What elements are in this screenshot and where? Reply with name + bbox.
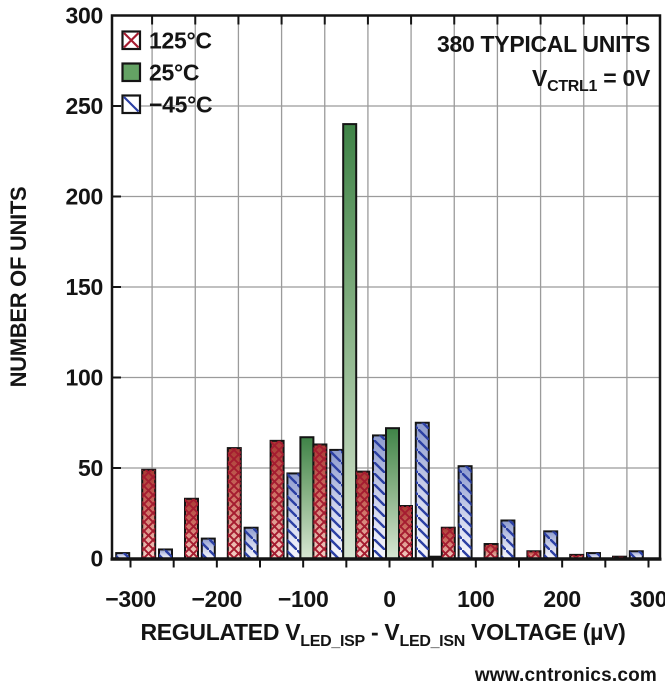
x-tick-label: 300: [630, 586, 665, 612]
x-tick-label: 100: [457, 586, 494, 612]
y-tick-label: 250: [66, 93, 103, 119]
bar-25C-0uV: [385, 427, 400, 560]
x-tick-label: 200: [543, 586, 580, 612]
bar-hatch: [227, 448, 241, 559]
x-tick-label: −200: [192, 586, 243, 612]
gridlines: [113, 16, 659, 558]
legend-swatch-125c-x2: [123, 32, 140, 49]
bar-hatch: [629, 551, 643, 559]
legend: 125°C 25°C −45°C: [121, 28, 213, 118]
bar-hatch: [287, 473, 301, 559]
y-tick-label: 150: [66, 274, 103, 300]
bar-hatch: [458, 466, 472, 559]
bar-hatch: [116, 553, 130, 559]
x-tick-label: −300: [105, 586, 156, 612]
y-tick-label: 300: [66, 3, 103, 29]
bar-hatch: [501, 520, 515, 559]
y-tick-label: 100: [66, 365, 103, 391]
x-tick-label: 0: [383, 586, 396, 612]
bar-hatch: [270, 440, 284, 559]
legend-label-25c: 25°C: [149, 60, 199, 86]
axis-tick-labels: −300 −200 −100 0 100 200 300 0 50 100 150 200 250 300: [66, 3, 665, 613]
bar-hatch: [441, 527, 455, 559]
legend-label-m45c: −45°C: [149, 92, 212, 118]
bar-hatch: [185, 498, 198, 559]
bar-hatch: [415, 422, 429, 559]
x-tick-label: −100: [278, 586, 329, 612]
bar-25C--100uV: [299, 436, 315, 560]
bar-hatch: [313, 444, 327, 559]
histogram-bars: [115, 123, 644, 560]
bar-hatch: [244, 527, 258, 559]
bar-hatch: [142, 469, 156, 559]
bar-hatch: [330, 449, 344, 559]
bar-hatch: [159, 549, 172, 559]
bar-hatch: [399, 506, 412, 559]
bar-hatch: [570, 554, 584, 559]
legend-swatch-25c: [121, 62, 142, 83]
bar-25C--50uV: [342, 123, 358, 560]
bar-hatch: [544, 531, 558, 559]
bar-hatch: [587, 553, 600, 559]
bar-hatch: [527, 551, 541, 559]
x-axis-title: REGULATED VLED_ISP - VLED_ISN VOLTAGE (µ…: [140, 619, 625, 650]
bar-hatch: [373, 435, 386, 559]
y-tick-label: 0: [91, 546, 104, 572]
y-tick-label: 200: [66, 184, 103, 210]
bar-hatch: [356, 471, 370, 559]
bar-hatch: [201, 538, 215, 559]
y-axis-title: NUMBER OF UNITS: [6, 187, 31, 388]
y-tick-label: 50: [78, 455, 103, 481]
legend-label-125c: 125°C: [149, 28, 212, 54]
annotation-vctrl: VCTRL1 = 0V: [532, 65, 651, 95]
watermark: www.cntronics.com: [474, 665, 657, 686]
legend-swatch-m45c-diag: [123, 96, 140, 113]
bar-hatch: [484, 544, 498, 559]
annotation-total-units: 380 TYPICAL UNITS: [437, 31, 650, 57]
